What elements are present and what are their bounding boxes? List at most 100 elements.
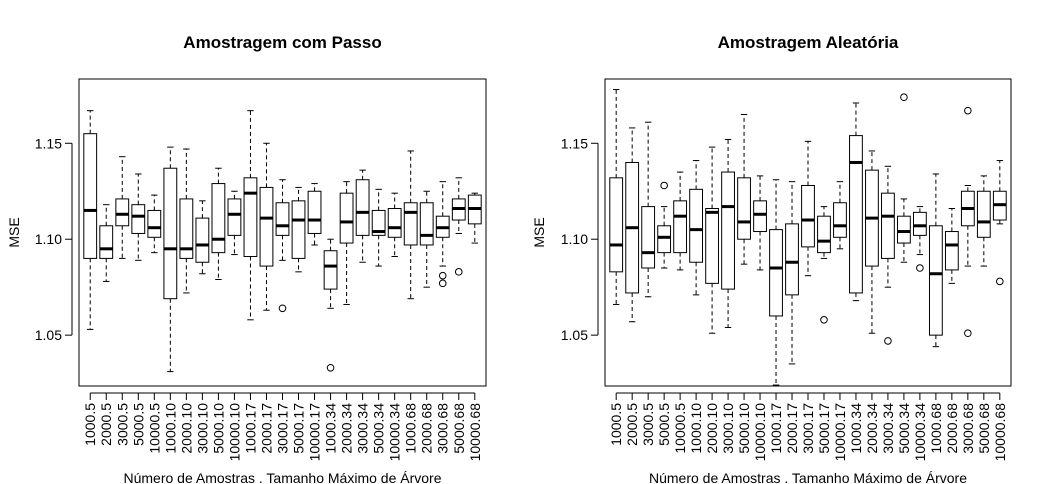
box-1000.5 xyxy=(609,89,624,305)
box-2000.34 xyxy=(865,150,879,334)
x-tick-label: 1000.68 xyxy=(928,403,944,454)
outlier-point xyxy=(900,93,908,102)
box-2000.68 xyxy=(419,190,434,288)
box-3000.68 xyxy=(435,181,450,288)
box-iqr xyxy=(259,186,274,267)
y-tick-label: 1.05 xyxy=(35,327,62,343)
box-1000.68 xyxy=(928,173,943,348)
x-tick-label: 3000.5 xyxy=(640,403,656,446)
outlier-point xyxy=(964,106,972,115)
box-iqr xyxy=(769,229,783,317)
outlier-point xyxy=(326,363,335,372)
box-5000.5 xyxy=(131,173,146,261)
box-2000.17 xyxy=(785,181,799,365)
box-10000.17 xyxy=(833,181,847,250)
x-tick-label: 1000.5 xyxy=(82,403,98,446)
box-iqr xyxy=(849,135,863,294)
box-2000.34 xyxy=(339,181,354,305)
box-iqr xyxy=(673,200,688,254)
box-iqr xyxy=(705,208,719,284)
box-iqr xyxy=(785,223,799,296)
chart-panel-1: Amostragem com Passo 1.05 1.10 1.15 MSE 1000.… xyxy=(6,33,487,484)
box-iqr xyxy=(227,198,242,236)
box-5000.34 xyxy=(897,93,911,263)
chart-title: Amostragem com Passo xyxy=(183,33,381,52)
box-iqr xyxy=(83,133,98,259)
y-axis-label: MSE xyxy=(6,217,22,247)
y-tick-label: 1.15 xyxy=(561,135,588,151)
box-10000.10 xyxy=(753,175,767,271)
box-iqr xyxy=(387,208,402,238)
x-tick-label: 10000.5 xyxy=(672,403,688,454)
box-iqr xyxy=(403,202,418,246)
box-iqr xyxy=(307,190,322,234)
box-10000.5 xyxy=(673,171,688,271)
outlier-point xyxy=(454,268,463,276)
x-tick-label: 1000.5 xyxy=(608,403,624,446)
x-tick-label: 1000.17 xyxy=(242,403,258,454)
box-iqr xyxy=(99,225,114,259)
box-3000.10 xyxy=(195,200,210,275)
x-tick-label: 3000.10 xyxy=(720,403,736,454)
box-iqr xyxy=(753,200,767,233)
box-iqr xyxy=(339,192,354,244)
outlier-point xyxy=(660,181,668,190)
x-tick-label: 2000.17 xyxy=(258,403,274,454)
box-iqr xyxy=(609,177,624,273)
x-tick-label: 2000.34 xyxy=(864,403,880,454)
box-1000.68 xyxy=(403,150,418,300)
box-iqr xyxy=(323,250,338,290)
box-iqr xyxy=(131,204,146,234)
x-tick-label: 1000.10 xyxy=(688,403,704,454)
x-tick-label: 1000.34 xyxy=(848,403,864,454)
box-5000.17 xyxy=(817,206,831,324)
x-tick-label: 2000.5 xyxy=(624,403,640,446)
box-iqr xyxy=(801,184,815,248)
box-3000.68 xyxy=(960,106,975,338)
outlier-point xyxy=(438,271,447,280)
x-tick-label: 3000.34 xyxy=(880,403,896,454)
box-10000.68 xyxy=(992,160,1007,286)
box-5000.5 xyxy=(657,181,672,269)
box-3000.17 xyxy=(275,179,290,313)
x-tick-label: 2000.10 xyxy=(704,403,720,454)
box-iqr xyxy=(243,177,258,257)
x-tick-label: 5000.68 xyxy=(451,403,467,454)
box-1000.17 xyxy=(243,110,258,321)
box-1000.17 xyxy=(769,179,783,386)
box-iqr xyxy=(195,217,210,263)
box-iqr xyxy=(689,188,704,263)
box-3000.5 xyxy=(641,121,656,298)
x-tick-label: 10000.34 xyxy=(912,403,928,462)
y-tick-label: 1.15 xyxy=(35,135,62,151)
box-1000.10 xyxy=(163,146,178,373)
box-2000.5 xyxy=(99,204,114,282)
box-iqr xyxy=(275,202,290,236)
box-2000.68 xyxy=(944,208,959,284)
box-2000.5 xyxy=(625,127,640,323)
x-tick-label: 5000.17 xyxy=(816,403,832,454)
x-tick-label: 3000.17 xyxy=(800,403,816,454)
box-2000.10 xyxy=(705,146,719,334)
box-3000.34 xyxy=(881,165,895,345)
boxes-group xyxy=(609,89,1007,386)
box-2000.17 xyxy=(259,142,274,311)
x-tick-label: 3000.5 xyxy=(114,403,130,446)
x-tick-label: 10000.10 xyxy=(752,403,768,462)
x-tick-label: 2000.68 xyxy=(419,403,435,454)
outlier-point xyxy=(884,337,892,345)
x-tick-label: 2000.68 xyxy=(944,403,960,454)
box-iqr xyxy=(976,190,991,238)
x-tick-label: 10000.68 xyxy=(992,403,1008,462)
x-tick-label: 10000.10 xyxy=(226,403,242,462)
box-iqr xyxy=(641,206,656,269)
outlier-point xyxy=(996,277,1004,286)
box-iqr xyxy=(179,198,194,259)
box-iqr xyxy=(291,200,306,259)
box-5000.17 xyxy=(291,186,306,273)
x-tick-label: 5000.5 xyxy=(656,403,672,446)
box-3000.5 xyxy=(115,156,130,259)
x-tick-label: 1000.17 xyxy=(768,403,784,454)
x-tick-label: 3000.34 xyxy=(355,403,371,454)
